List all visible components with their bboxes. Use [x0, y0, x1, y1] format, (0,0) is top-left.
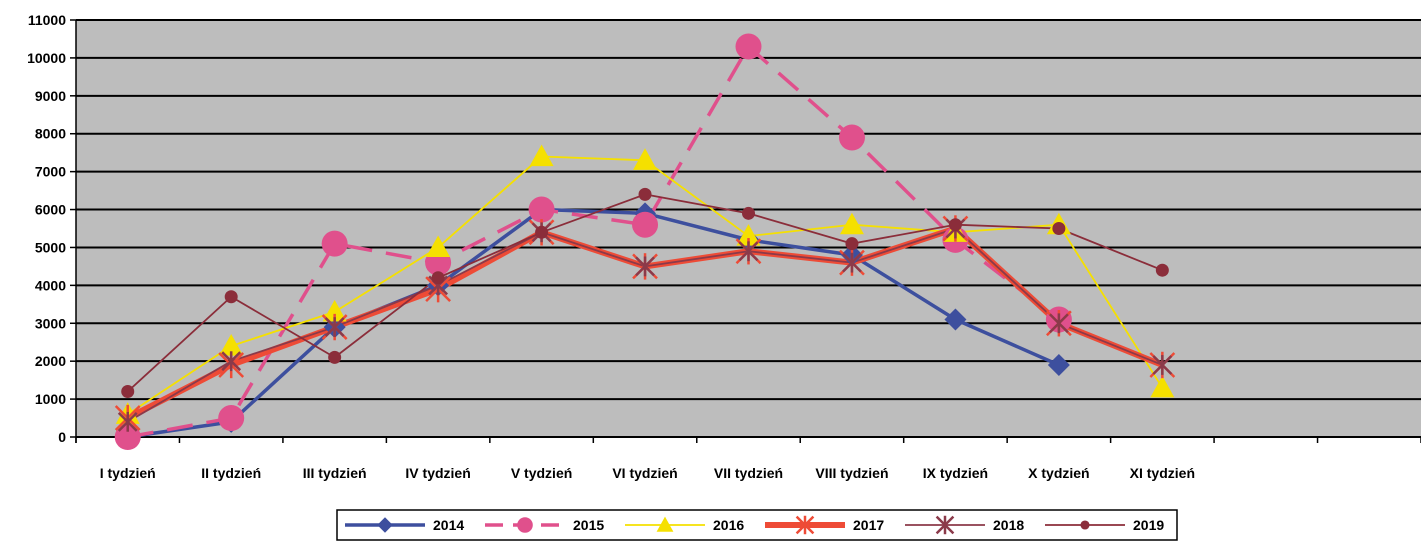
y-tick-label: 6000: [35, 202, 66, 218]
data-point-2019: [638, 187, 652, 201]
legend-marker-2019: [1080, 520, 1090, 530]
data-point-2019: [1052, 222, 1066, 235]
legend-label-2014: 2014: [433, 517, 464, 533]
y-tick-label: 8000: [35, 126, 66, 142]
data-point-2018: [842, 252, 862, 273]
data-point-2018: [738, 241, 759, 262]
legend-label-2017: 2017: [853, 517, 884, 533]
data-point-2016: [426, 235, 451, 258]
x-tick-label: IV tydzień: [405, 465, 470, 481]
legend-marker-2015: [517, 517, 533, 533]
data-point-2016: [219, 334, 244, 356]
data-point-2016: [839, 212, 864, 235]
legend-marker-2014: [377, 517, 393, 533]
data-point-2015: [528, 196, 555, 223]
y-tick-label: 10000: [27, 50, 66, 66]
data-point-2019: [224, 290, 238, 304]
x-tick-label: I tydzień: [100, 465, 156, 481]
series-line-2015: [127, 44, 1060, 439]
data-point-2018: [635, 256, 655, 277]
data-point-2014: [1047, 353, 1070, 376]
data-point-2019: [1155, 263, 1169, 277]
y-tick-label: 7000: [35, 164, 66, 180]
data-point-2015: [114, 424, 141, 450]
data-point-2016: [633, 148, 658, 170]
x-tick-label: IX tydzień: [923, 465, 988, 481]
y-tick-label: 4000: [35, 277, 66, 293]
legend-label-2018: 2018: [993, 517, 1024, 533]
x-tick-label: VIII tydzień: [815, 465, 888, 481]
data-point-2019: [845, 237, 859, 251]
data-point-2015: [838, 124, 865, 151]
x-tick-label: III tydzień: [303, 465, 367, 481]
data-point-2018: [221, 351, 242, 372]
data-point-2019: [742, 206, 755, 220]
x-tick-label: VI tydzień: [612, 465, 677, 481]
data-point-2019: [431, 271, 445, 285]
legend: 2014 2015 2016 2017 2018 2019: [336, 509, 1178, 541]
series-line-2014: [127, 207, 1060, 439]
legend-box: [336, 509, 1178, 541]
data-point-2019: [121, 385, 135, 399]
legend-marker-2017: [795, 515, 815, 535]
data-point-2014: [944, 308, 967, 331]
data-point-2019: [535, 225, 549, 239]
legend-label-2019: 2019: [1133, 517, 1164, 533]
data-point-2019: [328, 350, 342, 364]
y-tick-label: 1000: [35, 391, 66, 407]
data-point-2018: [1049, 313, 1069, 334]
data-point-2018: [1152, 355, 1173, 375]
data-point-2015: [735, 33, 762, 60]
data-point-2016: [736, 224, 761, 246]
y-tick-label: 0: [58, 429, 66, 445]
y-tick-label: 11000: [28, 12, 66, 28]
data-point-2018: [117, 411, 138, 432]
x-tick-label: XI tydzień: [1130, 465, 1195, 481]
x-tick-label: X tydzień: [1028, 465, 1089, 481]
legend-marker-2018: [935, 515, 955, 535]
y-tick-label: 9000: [35, 88, 66, 104]
data-point-2015: [218, 405, 245, 432]
data-point-2015: [321, 230, 348, 257]
y-tick-label: 3000: [35, 315, 66, 331]
data-point-2018: [324, 317, 345, 337]
data-point-2016: [529, 144, 554, 167]
legend-label-2015: 2015: [573, 517, 604, 533]
data-point-2019: [948, 218, 962, 232]
y-tick-label: 2000: [35, 353, 66, 369]
data-point-2016: [1150, 375, 1175, 398]
x-tick-label: II tydzień: [201, 465, 261, 481]
x-tick-label: V tydzień: [511, 465, 572, 481]
legend-label-2016: 2016: [713, 517, 744, 533]
data-point-2015: [632, 211, 659, 238]
data-point-2016: [322, 299, 347, 322]
x-tick-label: VII tydzień: [714, 465, 783, 481]
y-tick-label: 5000: [35, 239, 66, 255]
axes: 0 1000 2000 3000 4000 5000 6000 7000 8000 9000 100…: [27, 12, 1421, 481]
legend-marker-2016: [656, 516, 674, 532]
series-markers: [114, 33, 1176, 450]
